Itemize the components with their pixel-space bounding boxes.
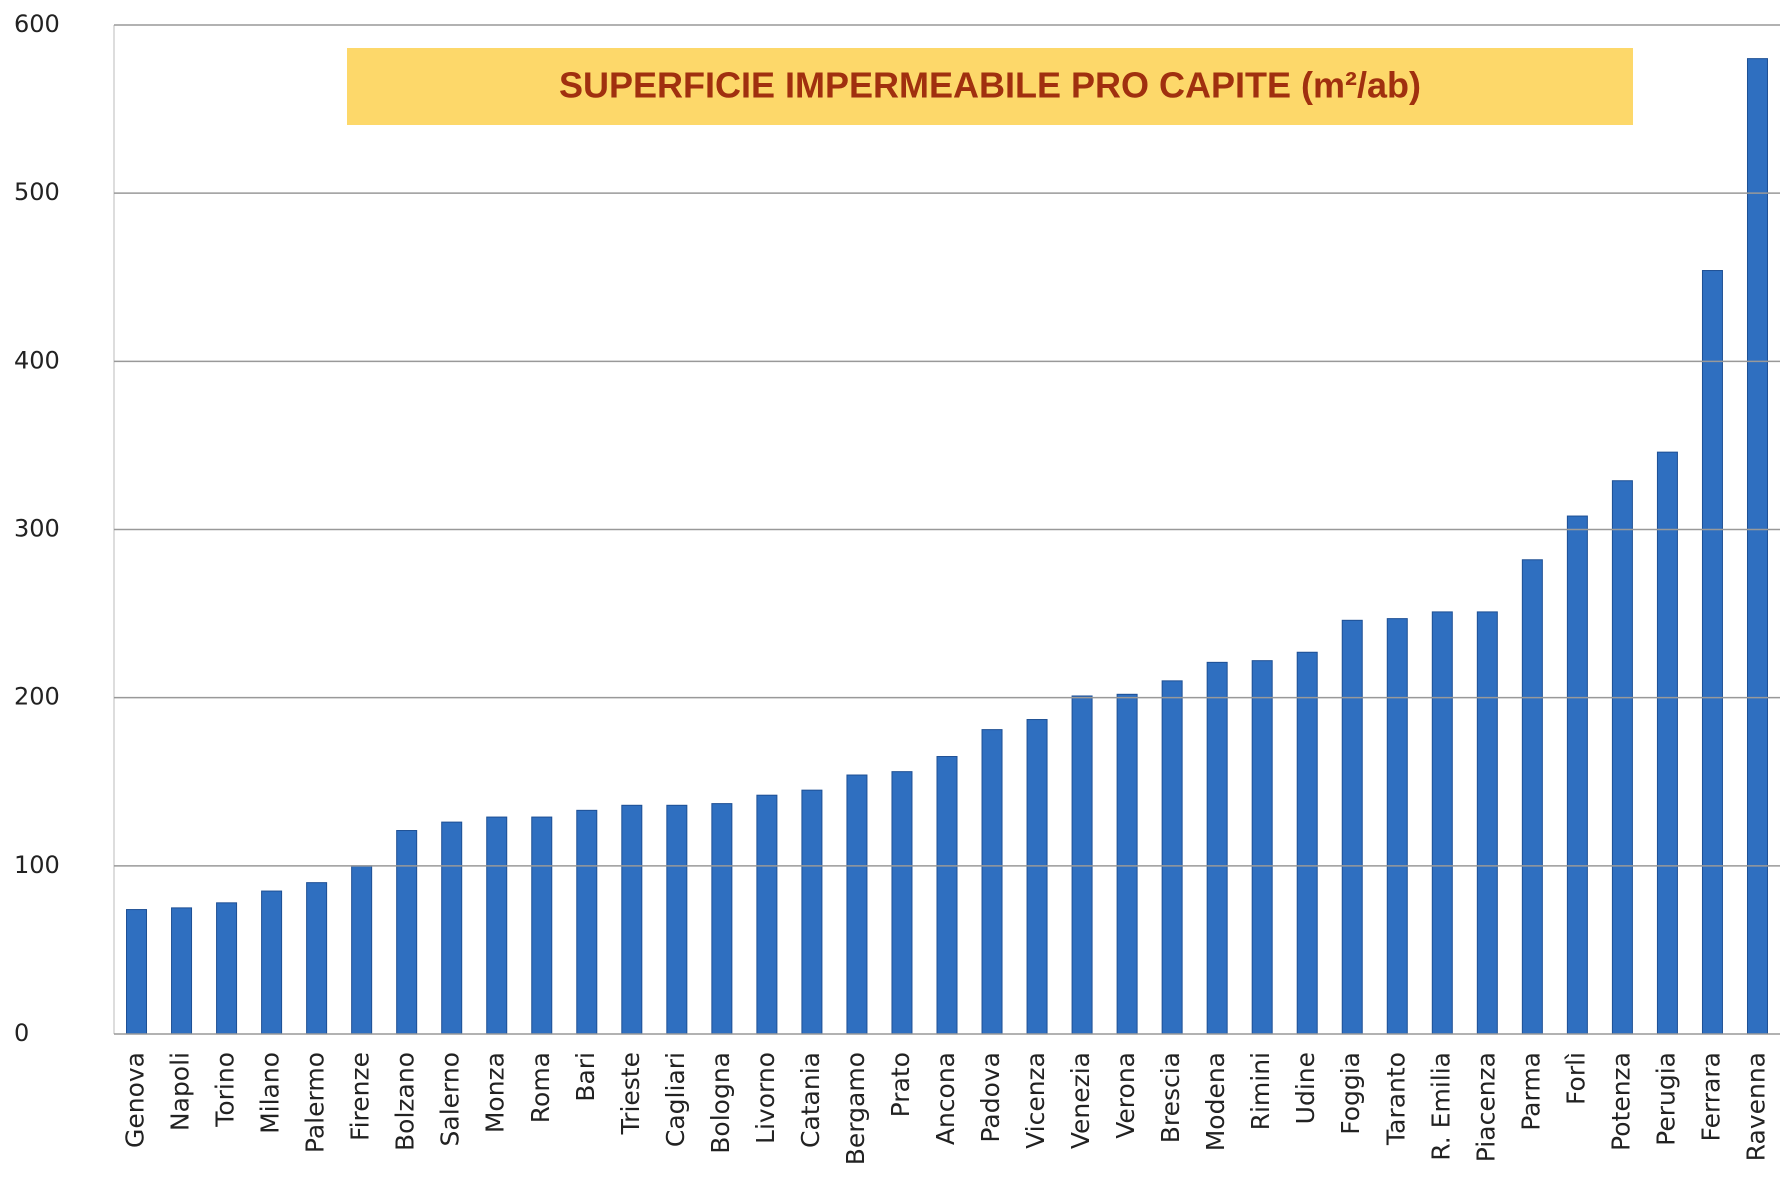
title-box (347, 48, 1633, 125)
x-tick-label: Venezia (1066, 1052, 1095, 1149)
y-tick-label: 400 (14, 346, 60, 374)
x-tick-label: Perugia (1651, 1052, 1680, 1146)
bar (486, 816, 508, 1035)
bar (1656, 451, 1678, 1035)
bar (981, 729, 1003, 1035)
x-tick-label: Torino (211, 1052, 240, 1128)
bar (1341, 619, 1363, 1035)
x-tick-label: Padova (976, 1052, 1005, 1143)
x-tick-label: Ravenna (1741, 1052, 1770, 1161)
x-tick-label: Forlì (1561, 1052, 1590, 1105)
bar (1431, 611, 1453, 1035)
bar (396, 830, 418, 1035)
y-tick-label: 100 (14, 851, 60, 879)
bar (1521, 559, 1543, 1035)
bar (1071, 695, 1093, 1035)
y-tick-label: 600 (14, 10, 60, 38)
y-tick-label: 300 (14, 515, 60, 543)
x-tick-label: Milano (256, 1052, 285, 1134)
bar (261, 890, 283, 1035)
bar (756, 794, 778, 1035)
bar (846, 774, 868, 1035)
y-tick-label: 200 (14, 683, 60, 711)
bar (126, 909, 148, 1035)
x-tick-label: Salerno (436, 1052, 465, 1147)
x-tick-label: Bari (571, 1052, 600, 1102)
bar (666, 804, 688, 1035)
x-tick-label: R. Emilia (1426, 1052, 1455, 1161)
x-tick-label: Napoli (166, 1052, 195, 1131)
x-tick-label: Bologna (706, 1052, 735, 1154)
x-tick-label: Parma (1516, 1052, 1545, 1131)
x-tick-label: Ancona (931, 1052, 960, 1145)
bar (1206, 661, 1228, 1035)
x-tick-label: Taranto (1381, 1052, 1410, 1146)
x-tick-label: Verona (1111, 1052, 1140, 1139)
x-tick-label: Livorno (751, 1052, 780, 1144)
bar (1746, 58, 1768, 1035)
bar (1386, 618, 1408, 1035)
x-tick-label: Potenza (1606, 1052, 1635, 1151)
x-tick-label: Catania (796, 1052, 825, 1148)
bar (1701, 270, 1723, 1035)
bar (1251, 660, 1273, 1035)
bar (711, 803, 733, 1035)
bar (531, 816, 553, 1035)
bar (936, 756, 958, 1035)
bar (306, 882, 328, 1035)
x-tick-label: Cagliari (661, 1052, 690, 1147)
bar (441, 821, 463, 1035)
bar (576, 809, 598, 1035)
y-tick-label: 500 (14, 178, 60, 206)
x-tick-label: Firenze (346, 1052, 375, 1141)
bar (1296, 651, 1318, 1035)
x-tick-label: Genova (121, 1052, 150, 1148)
bar (621, 804, 643, 1035)
bar (216, 902, 238, 1035)
bar (1026, 719, 1048, 1035)
x-tick-label: Prato (886, 1052, 915, 1117)
bar (1116, 693, 1138, 1035)
bar (1611, 480, 1633, 1035)
bar (1161, 680, 1183, 1035)
x-tick-label: Ferrara (1696, 1052, 1725, 1141)
bar (891, 771, 913, 1035)
x-tick-label: Vicenza (1021, 1052, 1050, 1149)
x-tick-label: Modena (1201, 1052, 1230, 1151)
y-tick-label: 0 (14, 1019, 29, 1047)
bar (171, 907, 193, 1035)
x-tick-label: Trieste (616, 1052, 645, 1135)
bar (1476, 611, 1498, 1035)
bar (801, 789, 823, 1035)
x-tick-label: Palermo (301, 1052, 330, 1153)
bar (351, 865, 373, 1035)
bar (1566, 515, 1588, 1035)
x-tick-label: Bergamo (841, 1052, 870, 1165)
x-tick-label: Udine (1291, 1052, 1320, 1124)
x-tick-label: Brescia (1156, 1052, 1185, 1143)
x-tick-label: Rimini (1246, 1052, 1275, 1130)
x-tick-label: Bolzano (391, 1052, 420, 1151)
chart-title: SUPERFICIE IMPERMEABILE PRO CAPITE (m²/a… (559, 65, 1421, 106)
x-tick-label: Roma (526, 1052, 555, 1123)
x-tick-label: Monza (481, 1052, 510, 1133)
x-tick-label: Piacenza (1471, 1052, 1500, 1162)
x-tick-label: Foggia (1336, 1052, 1365, 1135)
